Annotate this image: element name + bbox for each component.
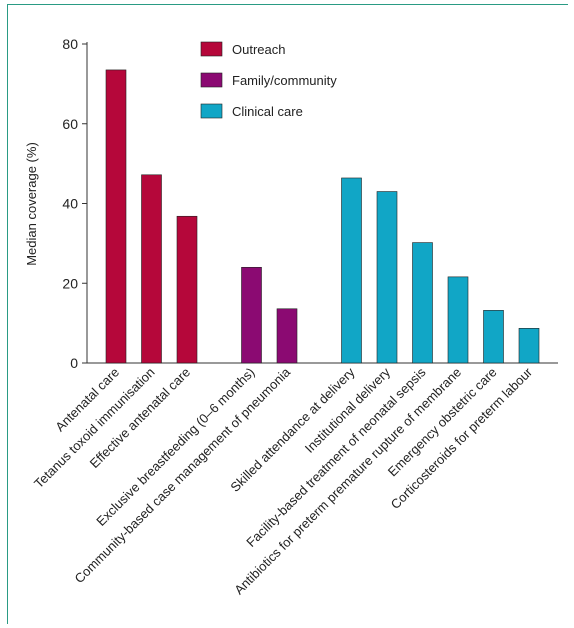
legend-swatch-clinical-care — [200, 103, 223, 119]
bar-tetanus-toxoid-immunisation — [141, 174, 162, 364]
bar-institutional-delivery — [376, 191, 398, 364]
bar-emergency-obstetric-care — [483, 310, 504, 364]
legend-label-outreach: Outreach — [232, 42, 285, 57]
figure-frame — [7, 4, 568, 624]
bar-facility-based-treatment-of-neonatal-sepsis — [412, 242, 433, 364]
bar-effective-antenatal-care — [176, 215, 198, 364]
bar-antenatal-care — [105, 69, 127, 364]
legend-label-clinical-care: Clinical care — [232, 104, 303, 119]
bar-corticosteroids-for-preterm-labour — [518, 328, 540, 364]
legend-label-family-community: Family/community — [232, 73, 337, 88]
legend-swatch-outreach — [200, 41, 223, 57]
bar-community-based-case-management-of-pneumonia — [276, 308, 298, 364]
chart-bars — [105, 69, 540, 364]
bar-antibiotics-for-preterm-premature-rupture-of-membrane — [447, 276, 469, 364]
chart-axes: 0 20 40 60 80 — [62, 36, 558, 371]
y-tick-label: 80 — [62, 36, 78, 52]
y-tick-label: 40 — [62, 196, 78, 212]
y-tick-label: 0 — [70, 355, 78, 371]
x-tick-label-community-based-case-management-of-pneumonia: Community-based case management of pneum… — [71, 364, 293, 586]
legend-swatch-family-community — [200, 72, 223, 88]
chart-legend: Outreach Family/community Clinical care — [200, 41, 337, 119]
bar-skilled-attendance-at-delivery — [341, 177, 362, 364]
y-tick-label: 60 — [62, 116, 78, 132]
bar-exclusive-breastfeeding-0-6-months — [241, 266, 262, 364]
y-tick-label: 20 — [62, 275, 78, 291]
y-axis-label: Median coverage (%) — [24, 142, 39, 266]
